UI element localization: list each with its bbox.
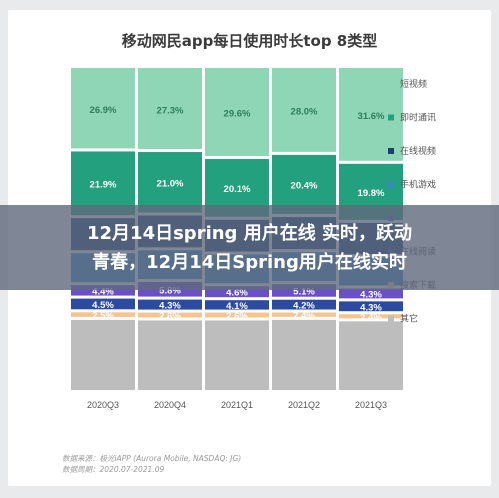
- bar-segment-搜索下载-2020Q4: [138, 312, 202, 318]
- data-label: 31.6%: [358, 111, 385, 122]
- data-label: 4.3%: [360, 302, 382, 313]
- data-label: 20.4%: [291, 180, 318, 191]
- legend-label: 手机游戏: [400, 179, 436, 191]
- data-label: 26.9%: [90, 105, 117, 116]
- x-tick-label: 2021Q1: [221, 400, 253, 410]
- data-label: 4.2%: [293, 301, 315, 312]
- headline-text: 12月14日spring 用户在线 实时，跃动 青春，12月14日Spring用…: [0, 219, 499, 277]
- data-label: 28.0%: [291, 107, 318, 118]
- data-label: 21.9%: [90, 179, 117, 190]
- bar-segment-其它-2020Q3: [71, 319, 135, 390]
- legend-swatch: [388, 114, 394, 121]
- legend-swatch: [388, 148, 394, 154]
- headline-line-2: 青春，12月14日Spring用户在线实时: [92, 252, 407, 273]
- headline-line-1: 12月14日spring 用户在线 实时，跃动: [87, 223, 412, 244]
- bar-segment-series-2020Q3: [71, 285, 135, 296]
- bar-segment-即时通讯-2020Q3: [71, 151, 135, 216]
- data-label: 19.8%: [358, 188, 385, 199]
- bar-segment-搜索下载-2021Q2: [272, 312, 336, 317]
- data-label: 29.6%: [224, 109, 251, 120]
- data-label: 4.5%: [92, 300, 114, 311]
- legend-label: 即时通讯: [400, 112, 436, 124]
- chart-title: 移动网民app每日使用时长top 8类型: [121, 32, 378, 50]
- bar-segment-在线阅读-2020Q4: [138, 299, 202, 310]
- bar-segment-其它-2021Q1: [205, 320, 269, 390]
- x-tick-label: 2021Q2: [288, 400, 320, 410]
- data-label: 2.4%: [293, 311, 315, 322]
- bar-segment-搜索下载-2020Q3: [71, 312, 135, 317]
- bar-segment-即时通讯-2021Q2: [272, 154, 336, 215]
- data-label: 4.3%: [360, 289, 382, 300]
- legend-label: 其它: [400, 313, 418, 325]
- data-label: 5.1%: [293, 286, 315, 297]
- legend-swatch: [388, 181, 394, 188]
- data-label: 4.3%: [159, 301, 181, 312]
- data-label: 2.6%: [159, 311, 181, 322]
- legend-swatch: [388, 81, 394, 87]
- data-label: 27.3%: [157, 105, 184, 116]
- data-label: 21.0%: [157, 178, 184, 189]
- bar-segment-其它-2021Q2: [272, 319, 336, 390]
- headline-banner: [0, 205, 499, 290]
- legend-swatch: [388, 315, 394, 322]
- bar-segment-搜索下载-2021Q1: [205, 312, 269, 318]
- bar-segment-其它-2020Q4: [138, 320, 202, 390]
- x-tick-label: 2021Q3: [355, 400, 387, 410]
- source-line: 数据来源：极光iAPP (Aurora Mobile, NASDAQ: JG): [62, 454, 242, 463]
- bar-segment-搜索下载-2021Q3: [339, 314, 403, 319]
- data-label: 4.6%: [226, 288, 248, 299]
- bar-segment-在线阅读-2021Q3: [339, 301, 403, 312]
- legend-label: 在线视频: [400, 145, 436, 157]
- source-note: 数据来源：极光iAPP (Aurora Mobile, NASDAQ: JG) …: [62, 453, 241, 475]
- period-line: 数据周期：2020.07-2021.09: [62, 465, 165, 474]
- bar-segment-即时通讯-2020Q4: [138, 152, 202, 213]
- bar-segment-短视频-2020Q4: [138, 68, 202, 150]
- data-label: 2.5%: [92, 311, 114, 322]
- data-label: 20.1%: [224, 184, 251, 195]
- x-tick-label: 2020Q3: [87, 400, 119, 410]
- data-label: 2.4%: [360, 312, 382, 323]
- data-label: 4.4%: [92, 286, 114, 297]
- bar-segment-在线阅读-2020Q3: [71, 298, 135, 310]
- data-label: 2.6%: [226, 311, 248, 322]
- bar-segment-在线阅读-2021Q2: [272, 299, 336, 310]
- data-label: 5.8%: [159, 285, 181, 296]
- bar-segment-短视频-2021Q1: [205, 68, 269, 156]
- bar-segment-series-2021Q3: [339, 288, 403, 299]
- bar-segment-series-2021Q1: [205, 286, 269, 298]
- legend-label: 短视频: [400, 78, 427, 90]
- bar-segment-在线阅读-2021Q1: [205, 300, 269, 310]
- data-label: 4.1%: [226, 301, 248, 312]
- x-tick-label: 2020Q4: [154, 400, 186, 410]
- bar-segment-短视频-2020Q3: [71, 68, 135, 149]
- bar-segment-其它-2021Q3: [339, 321, 403, 390]
- bar-segment-短视频-2021Q2: [272, 68, 336, 152]
